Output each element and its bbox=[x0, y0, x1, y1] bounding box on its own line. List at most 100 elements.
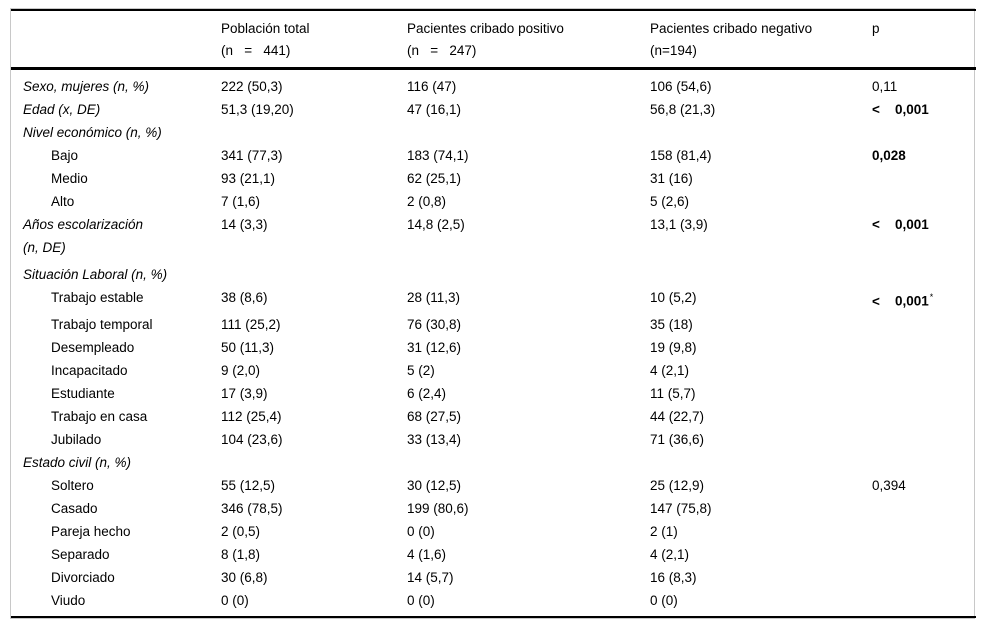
value-cell: 2 (0,8) bbox=[407, 194, 447, 209]
value-cell: 0 (0) bbox=[407, 523, 435, 539]
table-row: Edad (x, DE) 51,3 (19,20) 47 (16,1) 56,8… bbox=[11, 98, 976, 121]
row-label-cell: Divorciado bbox=[11, 566, 209, 589]
row-label-cell: Trabajo en casa bbox=[11, 405, 209, 428]
p-value-cell bbox=[860, 543, 976, 566]
value-cell: 28 (11,3) bbox=[407, 290, 461, 305]
value-cell: 16 (8,3) bbox=[650, 569, 697, 585]
row-label: Trabajo temporal bbox=[51, 316, 153, 332]
p-less-than-sign: < bbox=[872, 217, 880, 232]
row-label: Nivel económico (n, %) bbox=[23, 125, 162, 140]
header-empty bbox=[11, 10, 209, 70]
value-cell: 30 (6,8) bbox=[221, 569, 268, 585]
value-cell: 35 (18) bbox=[650, 316, 693, 332]
table-row: Trabajo temporal 111 (25,2) 76 (30,8) 35… bbox=[11, 313, 976, 336]
p-value-cell bbox=[860, 428, 976, 451]
value-cell: 9 (2,0) bbox=[221, 362, 261, 378]
p-value-cell bbox=[860, 121, 976, 144]
row-label: Situación Laboral (n, %) bbox=[23, 267, 168, 282]
p-value: 0,028 bbox=[872, 148, 906, 163]
header-sublabel: (n = 247) bbox=[407, 43, 477, 58]
table-row: Casado 346 (78,5) 199 (80,6) 147 (75,8) bbox=[11, 497, 976, 520]
header-row: Población total (n = 441) Pacientes crib… bbox=[11, 10, 976, 70]
value-cell: 0 (0) bbox=[407, 592, 435, 608]
p-value-cell: <0,001* bbox=[860, 286, 976, 313]
value-cell: 17 (3,9) bbox=[221, 385, 268, 401]
value-cell: 222 (50,3) bbox=[221, 79, 283, 94]
table-frame: Población total (n = 441) Pacientes crib… bbox=[10, 8, 976, 619]
value-cell: 2 (0,5) bbox=[221, 523, 261, 539]
value-cell: 56,8 (21,3) bbox=[650, 102, 716, 117]
row-label-cell: Estudiante bbox=[11, 382, 209, 405]
table-body: Sexo, mujeres (n, %) 222 (50,3) 116 (47)… bbox=[11, 69, 976, 617]
p-value-cell bbox=[860, 190, 976, 213]
value-cell: 31 (16) bbox=[650, 171, 693, 186]
table-row: Bajo 341 (77,3) 183 (74,1) 158 (81,4) 0,… bbox=[11, 144, 976, 167]
row-label: Soltero bbox=[51, 477, 94, 493]
table-row: Estudiante 17 (3,9) 6 (2,4) 11 (5,7) bbox=[11, 382, 976, 405]
row-label-cell: Alto bbox=[11, 190, 209, 213]
value-cell: 4 (2,1) bbox=[650, 546, 690, 562]
statistics-table: Población total (n = 441) Pacientes crib… bbox=[11, 9, 976, 618]
value-cell bbox=[395, 263, 638, 286]
p-value-cell bbox=[860, 382, 976, 405]
row-label: Desempleado bbox=[51, 339, 135, 355]
row-label-cell: Jubilado bbox=[11, 428, 209, 451]
value-cell: 346 (78,5) bbox=[221, 500, 283, 516]
value-cell: 33 (13,4) bbox=[407, 431, 462, 447]
value-cell: 5 (2,6) bbox=[650, 194, 690, 209]
p-value-cell: 0,394 bbox=[860, 474, 976, 497]
table-row: Divorciado 30 (6,8) 14 (5,7) 16 (8,3) bbox=[11, 566, 976, 589]
value-cell: 68 (27,5) bbox=[407, 408, 462, 424]
p-value-cell: <0,001 bbox=[860, 213, 976, 263]
p-value-cell bbox=[860, 566, 976, 589]
value-cell: 0 (0) bbox=[221, 592, 249, 608]
value-cell: 199 (80,6) bbox=[407, 500, 469, 516]
p-value-cell: 0,028 bbox=[860, 144, 976, 167]
p-value-cell bbox=[860, 263, 976, 286]
p-value-cell bbox=[860, 497, 976, 520]
p-asterisk-footnote-marker: * bbox=[929, 292, 934, 302]
p-value-cell bbox=[860, 405, 976, 428]
value-cell: 50 (11,3) bbox=[221, 339, 275, 355]
row-label: Edad (x, DE) bbox=[23, 102, 101, 117]
value-cell bbox=[395, 451, 638, 474]
table-row: Desempleado 50 (11,3) 31 (12,6) 19 (9,8) bbox=[11, 336, 976, 359]
value-cell: 93 (21,1) bbox=[221, 171, 276, 186]
p-value-cell: 0,11 bbox=[860, 69, 976, 99]
row-label: Bajo bbox=[51, 148, 79, 163]
table-header: Población total (n = 441) Pacientes crib… bbox=[11, 10, 976, 70]
value-cell: 71 (36,6) bbox=[650, 431, 705, 447]
row-label: Divorciado bbox=[51, 569, 115, 585]
row-label-cell: Medio bbox=[11, 167, 209, 190]
table-row: Medio 93 (21,1) 62 (25,1) 31 (16) bbox=[11, 167, 976, 190]
value-cell bbox=[209, 263, 395, 286]
value-cell: 30 (12,5) bbox=[407, 477, 462, 493]
table-row: Trabajo en casa 112 (25,4) 68 (27,5) 44 … bbox=[11, 405, 976, 428]
row-label: Trabajo estable bbox=[51, 290, 144, 305]
value-cell bbox=[638, 451, 860, 474]
value-cell: 11 (5,7) bbox=[650, 385, 696, 401]
row-label: Jubilado bbox=[51, 431, 102, 447]
value-cell: 8 (1,8) bbox=[221, 546, 261, 562]
row-label: Separado bbox=[51, 546, 110, 562]
value-cell: 4 (2,1) bbox=[650, 362, 690, 378]
p-value-cell bbox=[860, 589, 976, 617]
value-cell bbox=[638, 121, 860, 144]
row-label: Años escolarización bbox=[23, 217, 144, 232]
row-label-cell: Trabajo temporal bbox=[11, 313, 209, 336]
row-label: Sexo, mujeres (n, %) bbox=[23, 79, 150, 94]
row-label-cell: Desempleado bbox=[11, 336, 209, 359]
row-label: Viudo bbox=[51, 592, 86, 608]
header-poblacion-total: Población total (n = 441) bbox=[209, 10, 395, 70]
header-label: Pacientes cribado negativo bbox=[650, 21, 813, 36]
value-cell: 13,1 (3,9) bbox=[650, 217, 708, 232]
table-row: Estado civil (n, %) bbox=[11, 451, 976, 474]
p-value-cell bbox=[860, 451, 976, 474]
header-cribado-negativo: Pacientes cribado negativo (n=194) bbox=[638, 10, 860, 70]
value-cell: 104 (23,6) bbox=[221, 431, 283, 447]
p-value-cell bbox=[860, 359, 976, 382]
header-p: p bbox=[860, 10, 976, 70]
table-row: Incapacitado 9 (2,0) 5 (2) 4 (2,1) bbox=[11, 359, 976, 382]
value-cell: 14 (5,7) bbox=[407, 569, 454, 585]
